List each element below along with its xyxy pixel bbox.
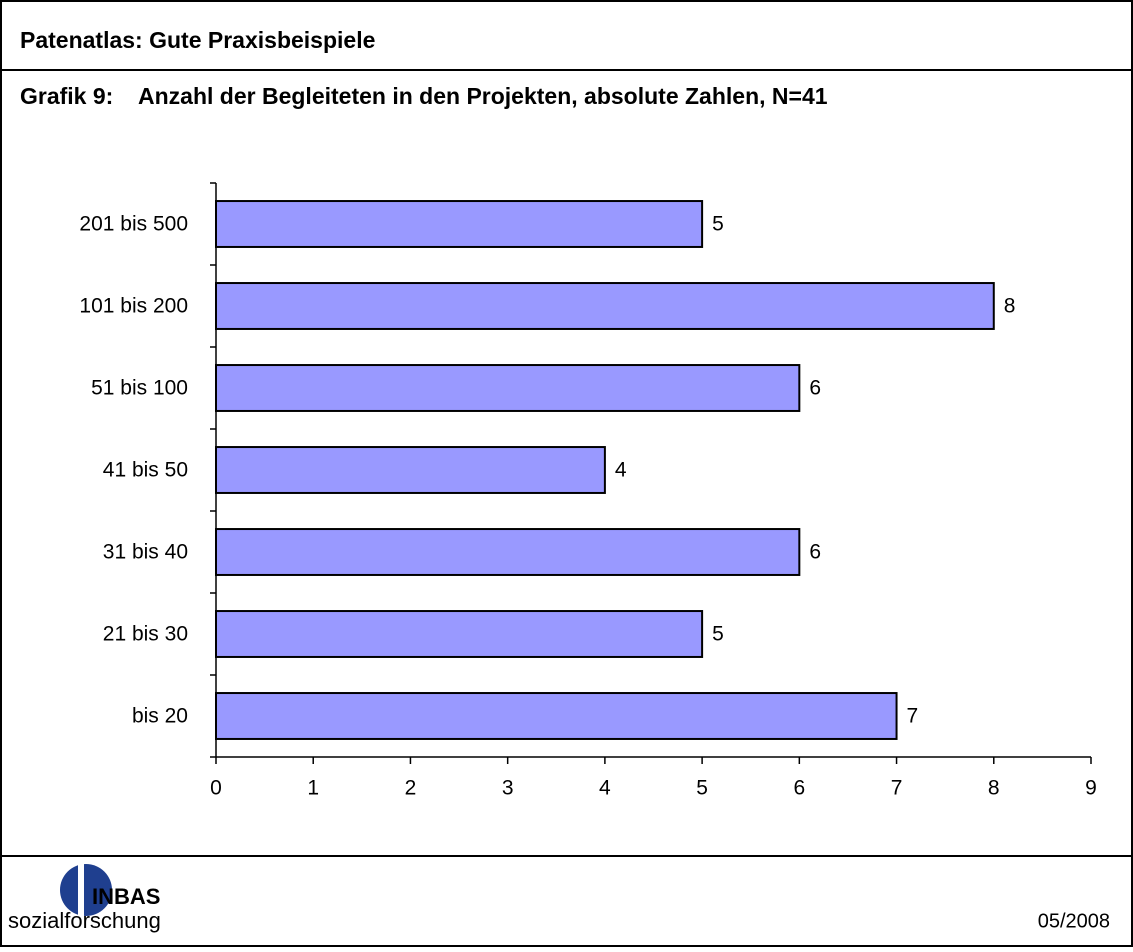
bar xyxy=(215,446,606,494)
x-tick-label: 6 xyxy=(793,777,805,800)
bar xyxy=(215,200,704,248)
x-tick-label: 5 xyxy=(696,777,708,800)
value-label: 4 xyxy=(615,459,627,482)
date: 05/2008 xyxy=(1038,910,1110,932)
value-label: 5 xyxy=(712,623,724,646)
logo-top: INBAS xyxy=(92,884,160,909)
x-tick-label: 3 xyxy=(502,777,514,800)
y-tick-label: 31 bis 40 xyxy=(103,541,188,564)
header-title: Patenatlas: Gute Praxisbeispiele xyxy=(20,27,375,53)
x-tick-label: 7 xyxy=(891,777,903,800)
x-tick-label: 8 xyxy=(988,777,1000,800)
y-tick-label: 21 bis 30 xyxy=(103,623,188,646)
y-tick-label: 41 bis 50 xyxy=(103,459,188,482)
logo-circle xyxy=(60,864,112,916)
bar xyxy=(215,364,801,412)
chart-title: Grafik 9: Anzahl der Begleiteten in den … xyxy=(20,83,828,109)
y-tick-label: 101 bis 200 xyxy=(79,295,188,318)
x-tick-label: 1 xyxy=(307,777,319,800)
x-tick-label: 0 xyxy=(210,777,222,800)
y-tick-label: bis 20 xyxy=(132,705,188,728)
value-label: 5 xyxy=(712,213,724,236)
value-label: 8 xyxy=(1004,295,1016,318)
value-label: 7 xyxy=(907,705,919,728)
bar xyxy=(215,282,995,330)
value-label: 6 xyxy=(809,541,821,564)
y-tick-label: 201 bis 500 xyxy=(79,213,188,236)
x-tick-label: 9 xyxy=(1085,777,1097,800)
value-label: 6 xyxy=(809,377,821,400)
logo: INBAS sozialforschung xyxy=(8,862,161,933)
x-tick-label: 2 xyxy=(405,777,417,800)
logo-bar xyxy=(78,862,84,918)
x-tick-label: 4 xyxy=(599,777,611,800)
bar xyxy=(215,610,704,658)
y-tick-label: 51 bis 100 xyxy=(91,377,188,400)
bar xyxy=(215,528,801,576)
bar xyxy=(215,692,898,740)
logo-bottom: sozialforschung xyxy=(8,908,161,933)
plot: 0 1 2 3 4 5 6 7 8 9 bis 20 7 21 bis 30 5 31 bis 40 6 41 … xyxy=(79,182,1097,800)
